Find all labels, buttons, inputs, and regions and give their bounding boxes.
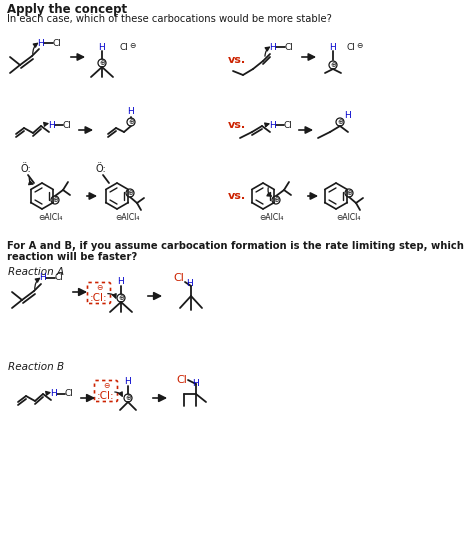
Text: Cl: Cl — [346, 42, 356, 52]
Text: H: H — [192, 380, 200, 388]
Text: vs.: vs. — [228, 120, 246, 130]
Text: ⊕: ⊕ — [127, 190, 133, 196]
Text: Reaction A: Reaction A — [8, 267, 64, 277]
Text: H: H — [125, 378, 131, 387]
Text: ⊕: ⊕ — [128, 119, 134, 125]
Text: ⊖: ⊖ — [129, 40, 135, 49]
Text: Ö:: Ö: — [21, 164, 31, 174]
Text: H: H — [118, 278, 124, 287]
Text: reaction will be faster?: reaction will be faster? — [7, 252, 137, 262]
Text: vs.: vs. — [228, 191, 246, 201]
Text: Cl: Cl — [176, 375, 187, 385]
Text: :Cl:: :Cl: — [97, 391, 115, 401]
Text: Cl: Cl — [64, 389, 73, 398]
Text: H: H — [37, 39, 45, 47]
Text: H: H — [99, 42, 105, 52]
Text: ⊖: ⊖ — [356, 40, 362, 49]
Text: ⊕: ⊕ — [273, 197, 279, 203]
Text: H: H — [40, 273, 46, 282]
Text: ⊕: ⊕ — [118, 295, 124, 301]
Text: ⊕: ⊕ — [346, 190, 352, 196]
Text: ⊖: ⊖ — [96, 284, 102, 293]
Text: H: H — [187, 279, 193, 287]
Text: Cl: Cl — [283, 120, 292, 129]
Text: Cl: Cl — [53, 39, 62, 47]
Text: Apply the concept: Apply the concept — [7, 3, 127, 16]
Text: ⊖AlCl₄: ⊖AlCl₄ — [336, 214, 360, 222]
Text: ⊖AlCl₄: ⊖AlCl₄ — [38, 214, 62, 222]
Text: ⊕: ⊕ — [125, 395, 131, 401]
Text: ⊕: ⊕ — [330, 62, 336, 68]
Text: H: H — [329, 42, 337, 52]
Text: H: H — [49, 120, 55, 129]
Text: Cl: Cl — [55, 273, 64, 282]
Text: In each case, which of these carbocations would be more stable?: In each case, which of these carbocation… — [7, 14, 332, 24]
Text: Cl: Cl — [63, 120, 72, 129]
Text: Cl: Cl — [119, 42, 128, 52]
Text: H: H — [51, 389, 57, 398]
Text: ⊕: ⊕ — [99, 60, 105, 66]
Text: H: H — [128, 107, 134, 117]
Text: :Cl:: :Cl: — [90, 293, 108, 303]
Text: ⊕: ⊕ — [337, 119, 343, 125]
Text: Cl: Cl — [173, 273, 184, 283]
Text: H: H — [345, 112, 351, 120]
Text: ⊖: ⊖ — [103, 381, 109, 390]
Text: ⊕: ⊕ — [52, 197, 58, 203]
Text: Reaction B: Reaction B — [8, 362, 64, 372]
Text: ⊖AlCl₄: ⊖AlCl₄ — [115, 214, 139, 222]
Text: H: H — [270, 120, 276, 129]
Text: ⊖AlCl₄: ⊖AlCl₄ — [259, 214, 283, 222]
Text: For A and B, if you assume carbocation formation is the rate limiting step, whic: For A and B, if you assume carbocation f… — [7, 241, 464, 251]
Text: H: H — [270, 42, 276, 52]
Text: Ö:: Ö: — [96, 164, 106, 174]
Text: Cl: Cl — [284, 42, 293, 52]
Text: vs.: vs. — [228, 55, 246, 65]
